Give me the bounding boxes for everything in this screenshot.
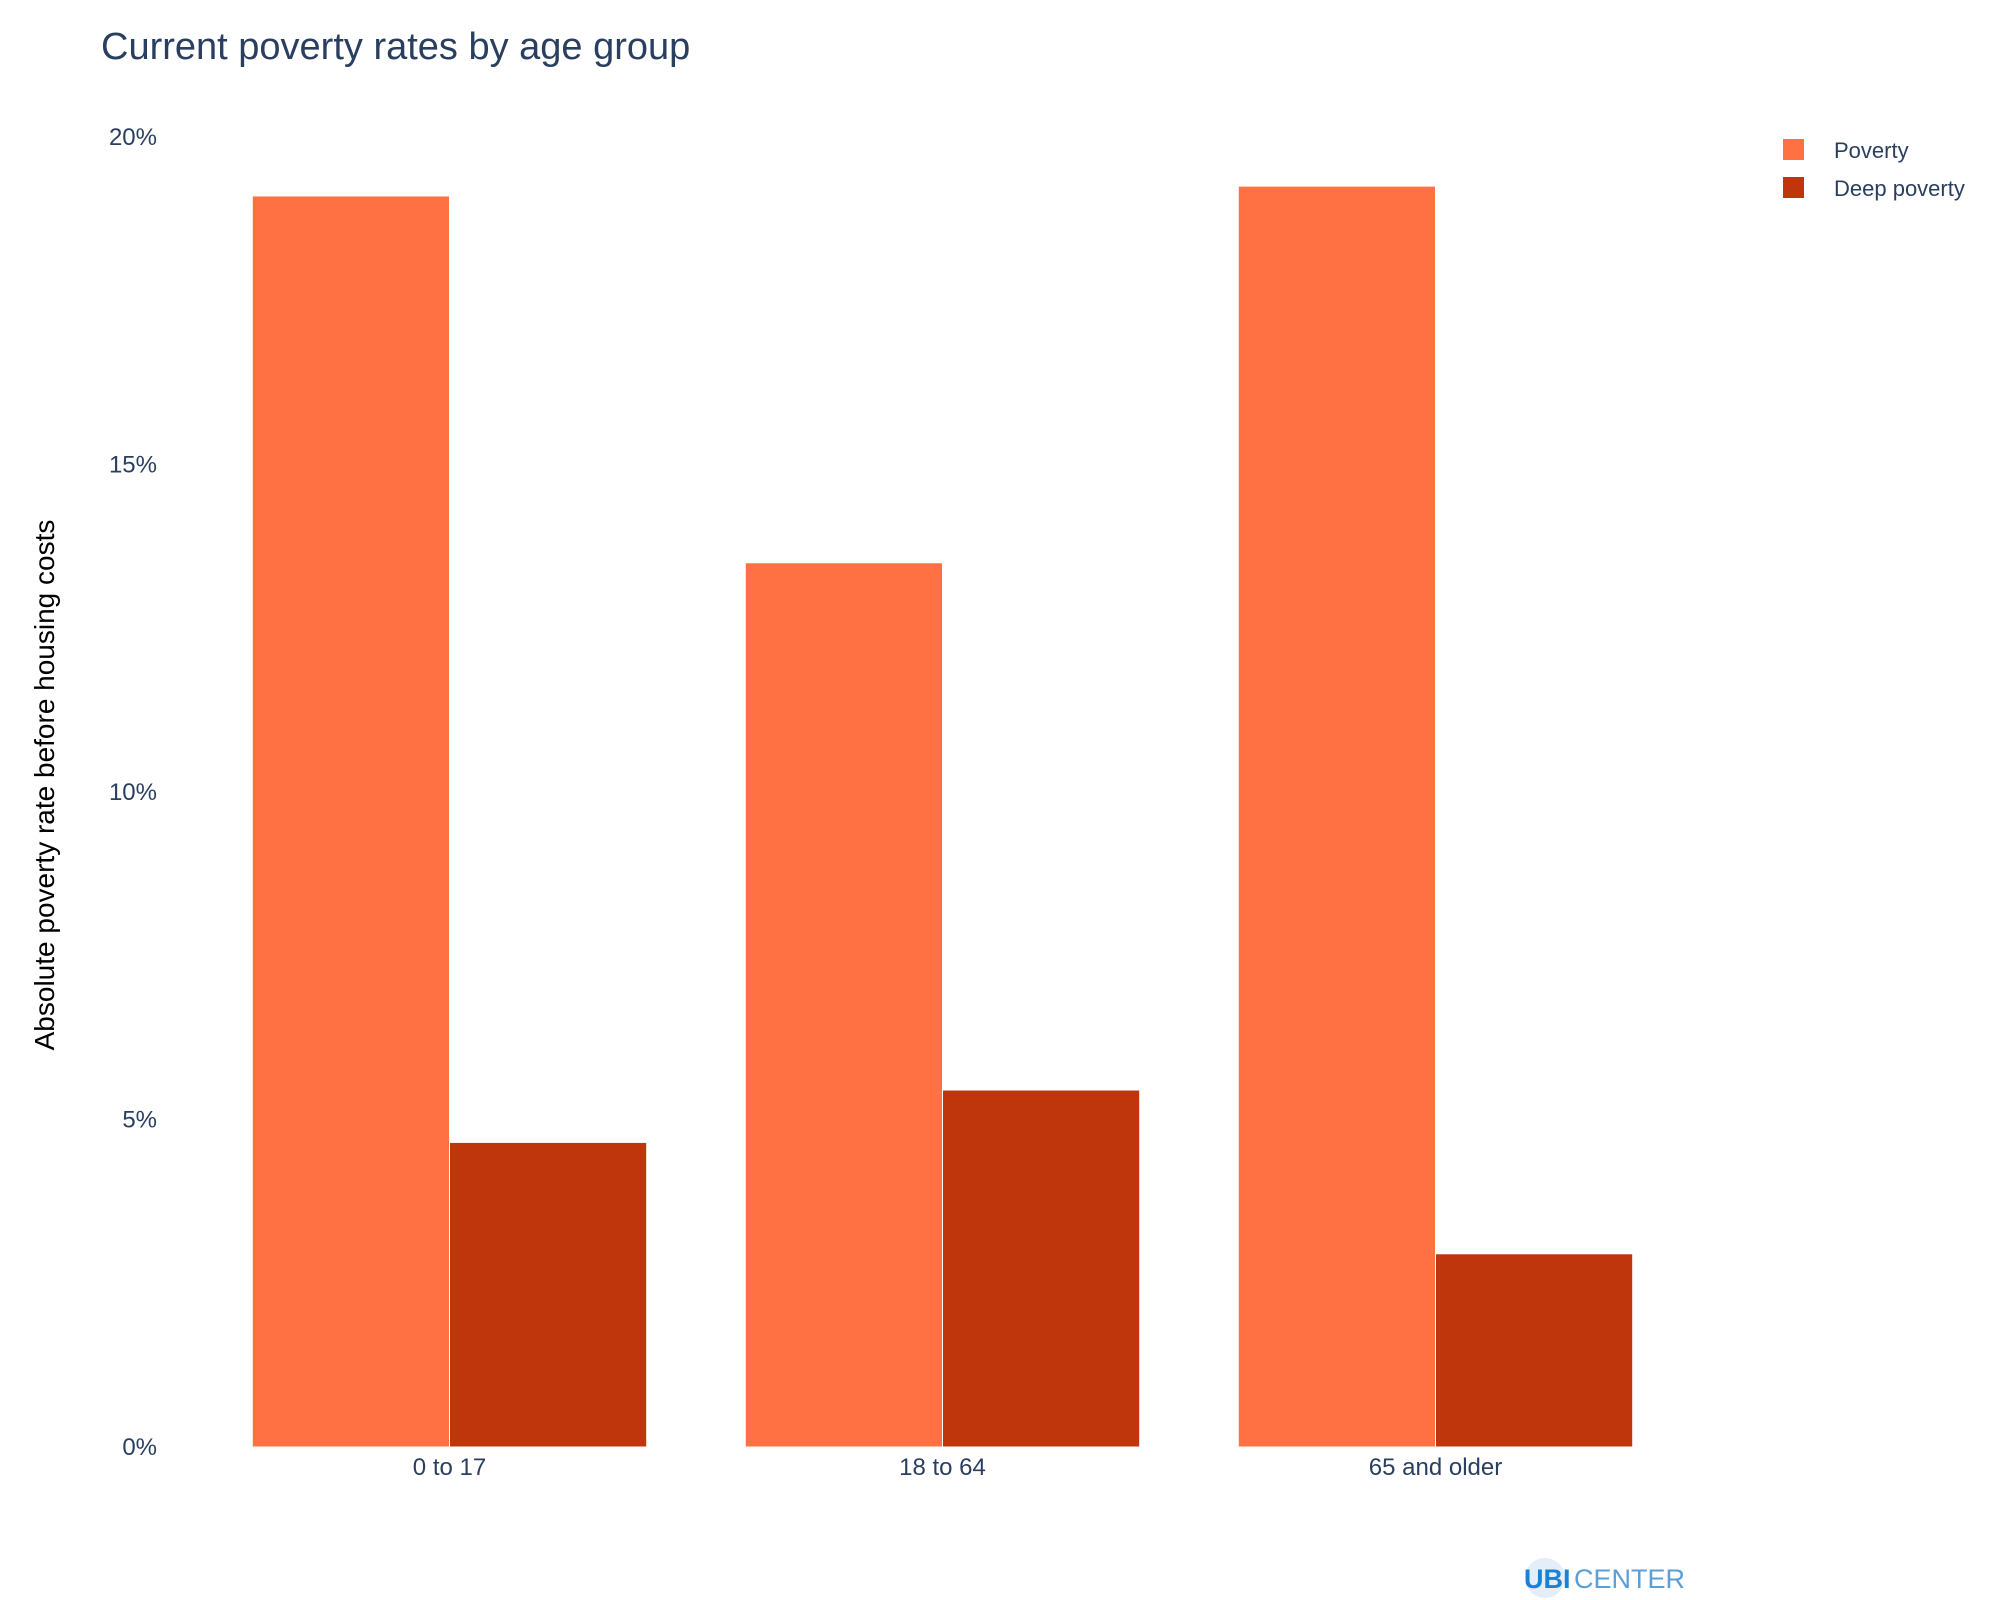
bar-poverty [251, 195, 450, 1448]
y-tick-label: 5% [122, 1107, 157, 1134]
logo-circle [1525, 1558, 1565, 1598]
y-tick-label: 20% [109, 124, 157, 151]
logo-center-text: CENTER [1574, 1564, 1685, 1594]
x-axis: 0 to 17 18 to 64 65 and older [413, 1454, 1502, 1481]
bar-deep-poverty [942, 1089, 1141, 1448]
ubi-center-logo: UBI CENTER [1524, 1558, 1685, 1598]
bar-deep-poverty [449, 1141, 648, 1448]
y-axis: 0% 5% 10% 15% 20% [109, 124, 157, 1461]
bar-deep-poverty [1435, 1253, 1634, 1448]
y-tick-label: 10% [109, 779, 157, 806]
x-tick-label: 65 and older [1369, 1454, 1502, 1481]
y-tick-label: 0% [122, 1434, 157, 1461]
legend-swatch-poverty [1783, 139, 1804, 160]
legend-label-deep-poverty: Deep poverty [1834, 176, 1965, 201]
logo-ubi-text: UBI [1524, 1564, 1571, 1594]
y-tick-label: 15% [109, 452, 157, 479]
x-tick-label: 0 to 17 [413, 1454, 486, 1481]
legend: Poverty Deep poverty [1783, 138, 1965, 201]
x-tick-label: 18 to 64 [899, 1454, 986, 1481]
legend-label-poverty: Poverty [1834, 138, 1909, 163]
bar-poverty [1237, 185, 1437, 1448]
bars [251, 185, 1634, 1448]
legend-swatch-deep-poverty [1783, 177, 1804, 198]
bar-poverty [744, 562, 943, 1448]
y-axis-title: Absolute poverty rate before housing cos… [29, 520, 60, 1051]
chart-title: Current poverty rates by age group [101, 26, 690, 68]
